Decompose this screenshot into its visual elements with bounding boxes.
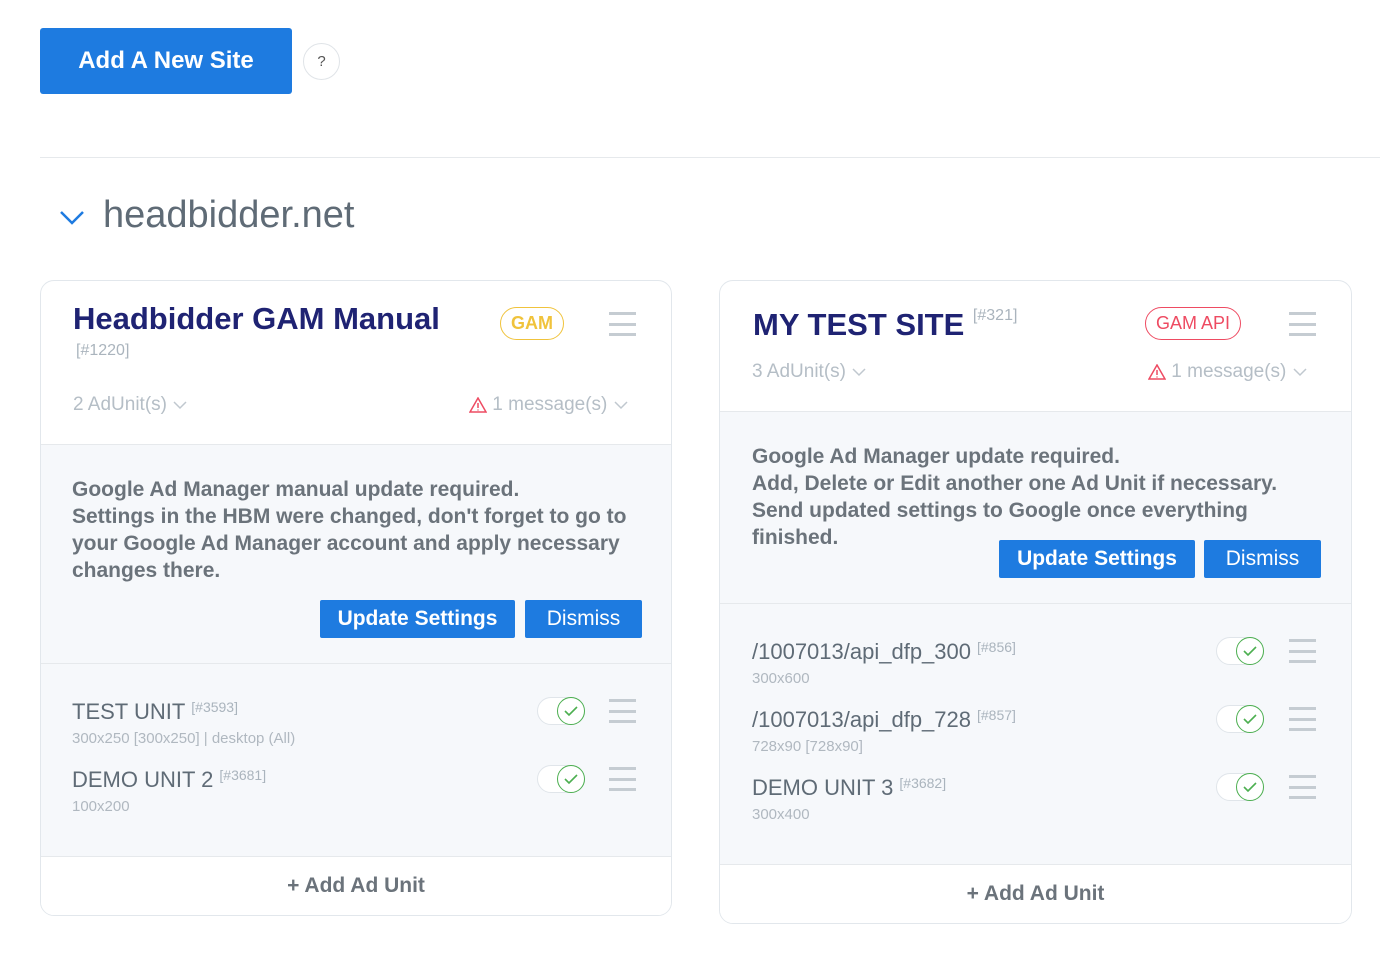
ad-unit-toggle[interactable] [1216,773,1264,801]
card-id: [#321] [972,307,1018,324]
menu-icon[interactable] [1289,775,1316,799]
notice-text: Google Ad Manager manual update required… [72,476,632,584]
notice-body: Add, Delete or Edit another one Ad Unit … [752,472,1278,549]
ad-unit-id: [#3593] [191,699,238,715]
check-icon [1243,782,1257,793]
menu-icon[interactable] [1289,707,1316,731]
chevron-down-icon [173,401,187,410]
gam-api-badge: GAM API [1145,307,1242,340]
update-settings-button[interactable]: Update Settings [999,540,1195,578]
card-id: [#1220] [76,342,130,359]
adunits-count: 3 AdUnit(s) [752,361,846,382]
messages-dropdown[interactable]: 1 message(s) [468,394,629,416]
ad-unit-name: DEMO UNIT 3 [752,775,894,800]
site-card: MY TEST SITE [#321] GAM API 3 AdUnit(s) … [719,280,1352,924]
notice-body: Settings in the HBM were changed, don't … [72,505,627,582]
ad-unit-size: 300x400 [752,806,810,823]
ad-unit-id: [#3681] [219,767,267,783]
menu-icon[interactable] [1289,312,1316,336]
ad-unit-name: /1007013/api_dfp_728 [752,707,971,732]
ad-unit-toggle[interactable] [537,765,585,793]
adunits-count: 2 AdUnit(s) [73,394,167,415]
ad-unit-id: [#3682] [899,775,947,791]
add-ad-unit-button[interactable]: + Add Ad Unit [720,864,1351,923]
menu-icon[interactable] [609,767,636,791]
notice-section: Google Ad Manager manual update required… [41,444,671,663]
notice-heading: Google Ad Manager manual update required… [72,478,520,501]
notice-text: Google Ad Manager update required. Add, D… [752,443,1332,551]
card-title: MY TEST SITE [#321] [753,307,1017,343]
ad-unit-toggle[interactable] [1216,705,1264,733]
dismiss-button[interactable]: Dismiss [525,600,642,638]
warning-icon [1147,363,1167,380]
ad-unit-toggle[interactable] [1216,637,1264,665]
site-card: Headbidder GAM Manual [#1220] GAM 2 AdUn… [40,280,672,916]
dismiss-button[interactable]: Dismiss [1204,540,1321,578]
messages-dropdown[interactable]: 1 message(s) [1147,361,1308,383]
chevron-down-icon[interactable] [58,206,86,228]
notice-section: Google Ad Manager update required. Add, D… [720,411,1351,603]
check-icon [564,774,578,785]
menu-icon[interactable] [1289,639,1316,663]
card-title: Headbidder GAM Manual [73,301,440,336]
menu-icon[interactable] [609,699,636,723]
add-ad-unit-button[interactable]: + Add Ad Unit [41,856,671,915]
ad-unit-id: [#856] [977,639,1016,655]
ad-units-list: TEST UNIT [#3593] 300x250 [300x250] | des… [41,663,671,858]
ad-unit-id: [#857] [977,707,1016,723]
menu-icon[interactable] [609,312,636,336]
adunits-dropdown[interactable]: 2 AdUnit(s) [73,394,188,416]
ad-unit-size: 300x600 [752,670,810,687]
check-icon [564,706,578,717]
add-new-site-button[interactable]: Add A New Site [40,28,292,94]
ad-units-list: /1007013/api_dfp_300 [#856] 300x600 /1007… [720,603,1351,866]
adunits-dropdown[interactable]: 3 AdUnit(s) [752,361,867,383]
ad-unit-name: /1007013/api_dfp_300 [752,639,971,664]
chevron-down-icon [852,368,866,377]
site-name: headbidder.net [103,194,355,236]
ad-unit-size: 100x200 [72,798,130,815]
warning-icon [468,396,488,413]
check-icon [1243,646,1257,657]
card-title-text: MY TEST SITE [753,307,965,342]
gam-badge: GAM [500,307,564,340]
messages-count: 1 message(s) [492,394,608,415]
chevron-down-icon [1293,368,1307,377]
ad-unit-name: TEST UNIT [72,699,186,724]
ad-unit-size: 300x250 [300x250] | desktop (All) [72,730,296,747]
divider [40,157,1380,158]
help-button[interactable]: ? [303,43,340,80]
update-settings-button[interactable]: Update Settings [320,600,515,638]
ad-unit-name: DEMO UNIT 2 [72,767,214,792]
notice-heading: Google Ad Manager update required. [752,445,1120,468]
check-icon [1243,714,1257,725]
ad-unit-toggle[interactable] [537,697,585,725]
ad-unit-size: 728x90 [728x90] [752,738,863,755]
messages-count: 1 message(s) [1171,361,1287,382]
chevron-down-icon [614,401,628,410]
